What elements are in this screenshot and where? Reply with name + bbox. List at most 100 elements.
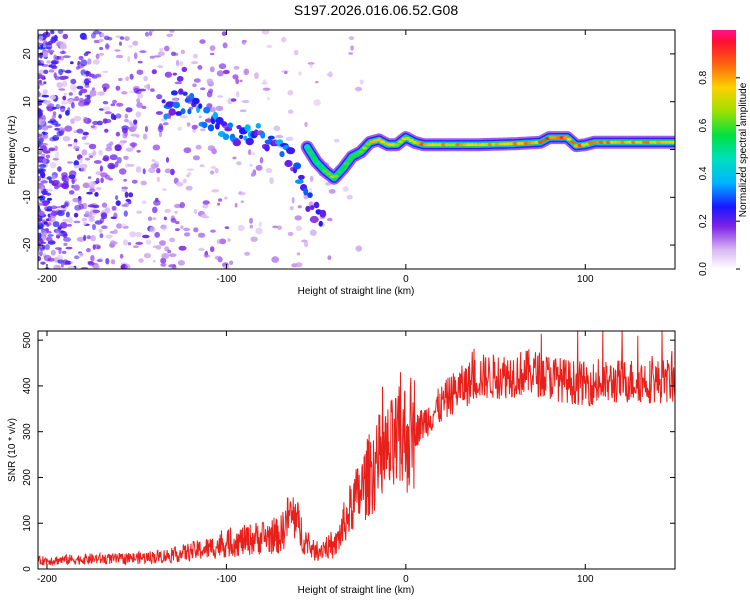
noise-speck [93, 265, 100, 269]
noise-speck [84, 142, 90, 145]
noise-speck [105, 258, 110, 265]
noise-speck [55, 151, 60, 159]
noise-speck [183, 227, 191, 232]
noise-speck [88, 218, 95, 222]
noise-speck [355, 245, 363, 252]
noise-speck [222, 69, 230, 75]
noise-speck [41, 131, 49, 136]
noise-speck [348, 36, 355, 41]
noise-speck [142, 234, 150, 239]
noise-speck [218, 63, 227, 70]
snr-ytick-label: 100 [22, 514, 33, 531]
noise-speck [92, 59, 100, 65]
ridge-core [606, 140, 612, 144]
noise-speck [50, 180, 55, 184]
noise-speck [40, 230, 48, 237]
ridge-core [451, 143, 457, 147]
noise-speck [73, 160, 80, 167]
noise-speck [261, 30, 270, 35]
noise-speck [98, 149, 103, 156]
noise-speck [78, 100, 86, 107]
noise-speck [60, 100, 68, 105]
noise-speck [79, 163, 88, 169]
noise-speck [64, 69, 72, 74]
noise-speck [101, 202, 108, 208]
noise-speck [162, 122, 169, 126]
noise-speck [217, 202, 221, 206]
noise-speck [70, 261, 74, 264]
track-blob [172, 101, 181, 109]
noise-speck [65, 246, 73, 250]
noise-speck [79, 252, 84, 256]
noise-speck [90, 255, 95, 262]
noise-speck [86, 248, 91, 253]
noise-speck [152, 206, 158, 214]
noise-speck [152, 217, 157, 220]
ridge-core [304, 145, 310, 149]
noise-speck [83, 221, 87, 226]
snr-series-line [38, 331, 675, 567]
ridge-core [387, 143, 393, 147]
noise-speck [304, 121, 308, 128]
noise-speck [110, 259, 116, 265]
noise-speck [93, 160, 102, 164]
noise-speck [167, 249, 172, 254]
noise-speck [288, 109, 294, 114]
noise-speck [221, 31, 227, 36]
noise-speck [64, 125, 73, 132]
colorbar-tick-label: 0.6 [698, 118, 709, 132]
noise-speck [52, 221, 60, 228]
noise-speck [100, 212, 108, 220]
noise-speck [45, 154, 51, 159]
noise-speck [136, 210, 143, 214]
noise-speck [51, 174, 56, 180]
noise-speck [232, 74, 239, 80]
noise-speck [262, 79, 267, 85]
noise-speck [40, 180, 48, 184]
noise-speck [68, 92, 73, 96]
noise-speck [59, 41, 67, 49]
noise-speck [91, 76, 98, 79]
noise-speck [85, 157, 91, 161]
noise-speck [177, 260, 185, 266]
noise-speck [63, 242, 68, 247]
ridge-core [638, 140, 644, 144]
noise-speck [60, 129, 65, 134]
noise-speck [224, 226, 230, 230]
noise-speck [202, 200, 210, 205]
noise-speck [94, 192, 99, 197]
noise-speck [348, 52, 354, 55]
noise-speck [118, 168, 127, 175]
noise-speck [76, 85, 84, 90]
noise-speck [232, 156, 237, 160]
noise-speck [118, 77, 123, 82]
noise-speck [98, 38, 104, 43]
noise-speck [169, 30, 175, 33]
noise-speck [51, 65, 58, 70]
noise-speck [38, 169, 44, 174]
noise-speck [149, 55, 156, 59]
ridge-core [595, 140, 601, 144]
noise-speck [210, 246, 215, 253]
snr-xtick-label: -200 [37, 574, 57, 585]
noise-speck [86, 94, 91, 100]
track-blob [182, 91, 188, 96]
noise-speck [295, 225, 303, 231]
snr-xtick-label: 0 [403, 574, 409, 585]
track-blob [255, 123, 261, 129]
noise-speck [132, 40, 139, 46]
ridge-core [365, 142, 371, 146]
noise-speck [38, 149, 42, 154]
ridge-core [358, 150, 364, 154]
noise-speck [144, 31, 150, 37]
noise-speck [254, 72, 259, 80]
track-blob [284, 159, 293, 168]
noise-speck [168, 253, 177, 258]
noise-speck [185, 185, 193, 191]
noise-speck [48, 147, 56, 152]
noise-speck [92, 209, 101, 214]
noise-speck [93, 244, 101, 250]
noise-speck [272, 225, 279, 229]
noise-speck [100, 32, 105, 38]
track-blob [203, 106, 211, 114]
